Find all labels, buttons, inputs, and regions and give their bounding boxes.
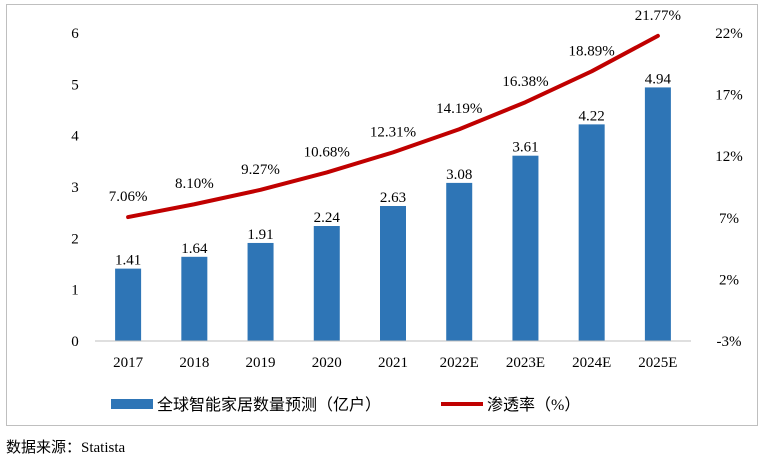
line-value-label: 16.38% <box>502 74 548 90</box>
penetration-line <box>126 33 660 220</box>
y-right-tick-label: 2% <box>719 272 739 288</box>
bar-value-label: 4.94 <box>645 71 672 87</box>
y-right-tick-label: 17% <box>715 88 743 104</box>
y-right-tick-label: 22% <box>715 26 743 42</box>
y-left-tick-label: 3 <box>71 180 79 196</box>
x-tick-label: 2021 <box>378 355 408 371</box>
x-tick-label: 2024E <box>572 355 611 371</box>
chart-svg: 1.411.641.912.242.633.083.614.224.94 201… <box>71 8 743 414</box>
line-value-label: 18.89% <box>569 43 615 59</box>
bar-value-label: 3.08 <box>446 167 472 183</box>
bar-value-label: 4.22 <box>579 108 605 124</box>
bar-value-label: 1.64 <box>181 241 208 257</box>
bar-value-label: 1.91 <box>247 227 273 243</box>
x-tick-label: 2019 <box>246 355 276 371</box>
line-value-label: 10.68% <box>304 144 350 160</box>
y-left-tick-label: 2 <box>71 231 79 247</box>
legend-bar-label: 全球智能家居数量预测（亿户） <box>157 396 381 414</box>
bar-value-label: 2.24 <box>314 210 341 226</box>
x-tick-label: 2020 <box>312 355 342 371</box>
x-tick-label: 2023E <box>506 355 545 371</box>
chart-frame: 1.41 1.64 1.91 2.24 2.63 3.08 3.61 4.22 4.94 201… <box>6 4 758 426</box>
bar <box>380 205 406 341</box>
y-left-tick-label: 4 <box>71 129 79 145</box>
bar <box>181 256 208 341</box>
bar-value-label: 1.41 <box>115 253 141 269</box>
bar-value-label: 2.63 <box>380 190 406 206</box>
line-value-label: 21.77% <box>635 8 681 24</box>
legend-line-label: 渗透率（%） <box>487 396 580 414</box>
y-left-tick-label: 0 <box>71 334 79 350</box>
y-left-tick-label: 6 <box>71 26 79 42</box>
x-tick-label: 2025E <box>638 355 677 371</box>
axes-group: 2017 2018 2019 2020 2021 2022E 2023E 2024E 2025E… <box>71 26 743 371</box>
bar <box>512 155 539 341</box>
y-right-tick-label: 7% <box>719 211 739 227</box>
bar <box>313 226 340 341</box>
y-right-tick-label: -3% <box>717 334 742 350</box>
line-value-label: 8.10% <box>175 176 214 192</box>
line-value-label: 9.27% <box>241 162 280 178</box>
y-left-tick-label: 5 <box>71 77 79 93</box>
x-tick-label: 2017 <box>113 355 144 371</box>
x-tick-label: 2018 <box>179 355 209 371</box>
line-value-label: 7.06% <box>109 189 148 205</box>
legend: 全球智能家居数量预测（亿户） 渗透率（%） <box>111 396 580 414</box>
y-right-tick-label: 12% <box>715 149 743 165</box>
bar <box>578 124 605 341</box>
legend-bar-swatch <box>111 399 153 409</box>
bar-value-label: 3.61 <box>512 140 538 156</box>
bar <box>115 268 142 341</box>
bar-group: 1.41 1.64 1.91 2.24 2.63 3.08 3.61 4.22 4.94 <box>115 71 672 341</box>
bar <box>247 242 274 341</box>
bar <box>446 182 473 341</box>
bar <box>644 87 671 341</box>
y-left-tick-label: 1 <box>71 283 79 299</box>
source-note: 数据来源：Statista <box>6 440 126 456</box>
line-group: 7.06% 8.10% 9.27% 10.68% 12.31% 14.19% 16.38% 1… <box>109 8 681 220</box>
line-value-label: 12.31% <box>370 124 416 140</box>
x-tick-label: 2022E <box>440 355 479 371</box>
line-value-label: 14.19% <box>436 101 482 117</box>
